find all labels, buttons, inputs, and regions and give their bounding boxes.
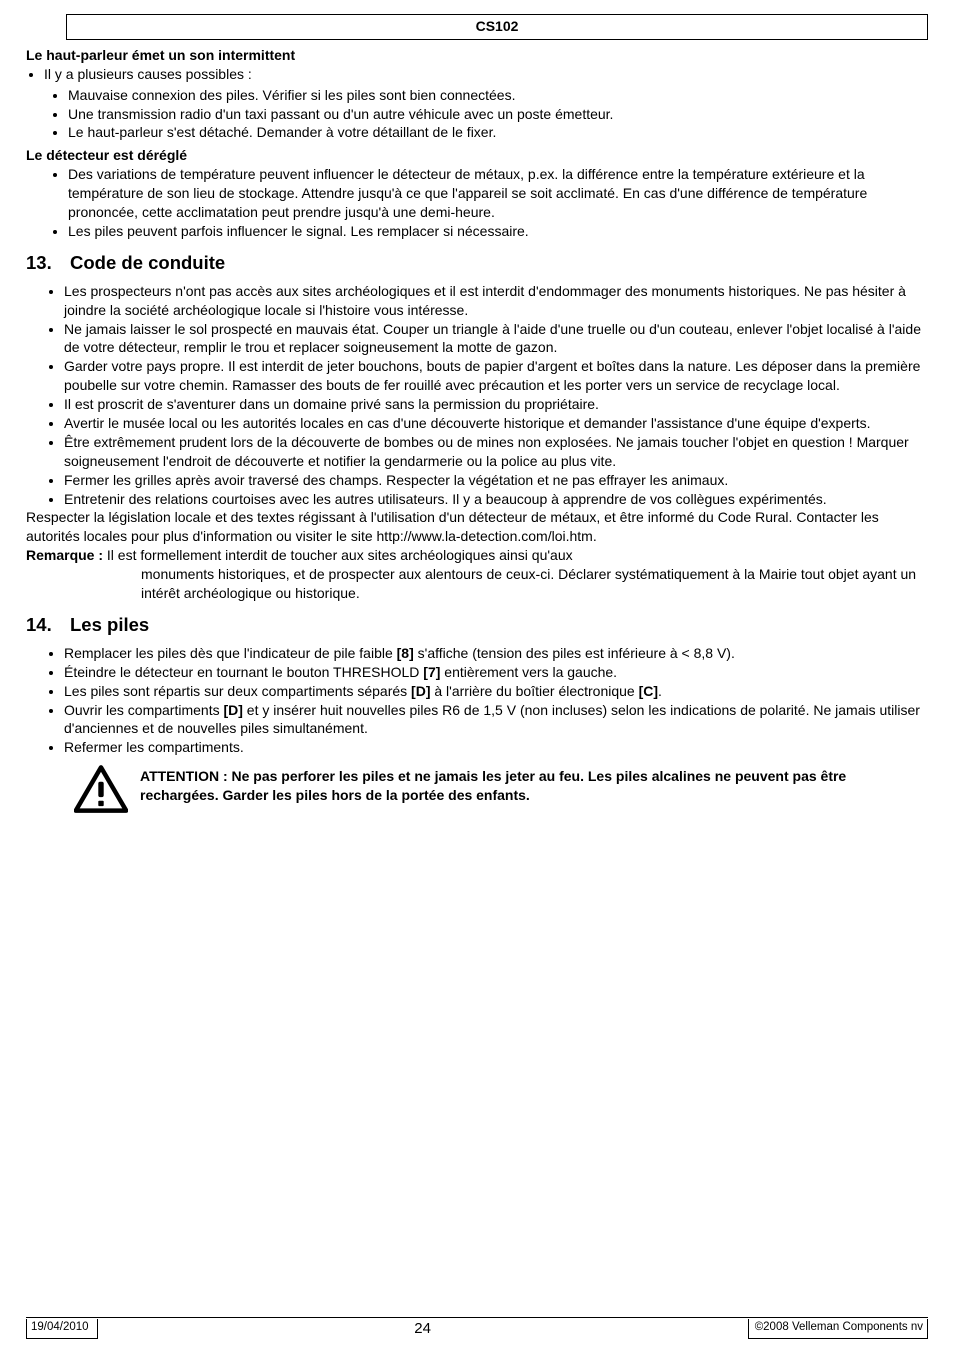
header-code-box: CS102 — [66, 14, 928, 40]
list-item: Refermer les compartiments. — [64, 738, 928, 757]
list-item: Les prospecteurs n'ont pas accès aux sit… — [64, 282, 928, 320]
footer-copyright: ©2008 Velleman Components nv — [748, 1319, 928, 1339]
list-item: Remplacer les piles dès que l'indicateur… — [64, 644, 928, 663]
section-13-remarque: Remarque : Il est formellement interdit … — [26, 546, 928, 603]
section-b-title: Le détecteur est déréglé — [26, 146, 928, 165]
remarque-cont: monuments historiques, et de prospecter … — [26, 565, 928, 603]
footer-page: 24 — [414, 1319, 431, 1339]
section-a-items: Mauvaise connexion des piles. Vérifier s… — [26, 86, 928, 143]
header-code: CS102 — [476, 18, 519, 34]
list-item: Fermer les grilles après avoir traversé … — [64, 471, 928, 490]
warning-text: ATTENTION : Ne pas perforer les piles et… — [140, 765, 928, 805]
remarque-first: Il est formellement interdit de toucher … — [103, 547, 573, 563]
list-item: Mauvaise connexion des piles. Vérifier s… — [68, 86, 928, 105]
list-item: Garder votre pays propre. Il est interdi… — [64, 357, 928, 395]
list-item: Des variations de température peuvent in… — [68, 165, 928, 222]
section-13-num: 13. — [26, 251, 70, 276]
section-13-items: Les prospecteurs n'ont pas accès aux sit… — [26, 282, 928, 509]
page-footer: 19/04/2010 24 ©2008 Velleman Components … — [26, 1317, 928, 1339]
section-13-title: Code de conduite — [70, 252, 225, 273]
section-13-para: Respecter la législation locale et des t… — [26, 508, 928, 546]
section-14-num: 14. — [26, 613, 70, 638]
section-14-items: Remplacer les piles dès que l'indicateur… — [26, 644, 928, 757]
list-item: Avertir le musée local ou les autorités … — [64, 414, 928, 433]
section-14-title: Les piles — [70, 614, 149, 635]
footer-date: 19/04/2010 — [26, 1319, 98, 1339]
list-item: Entretenir des relations courtoises avec… — [64, 490, 928, 509]
list-item: Il est proscrit de s'aventurer dans un d… — [64, 395, 928, 414]
remarque-label: Remarque : — [26, 547, 103, 563]
section-b-items: Des variations de température peuvent in… — [26, 165, 928, 241]
section-a-title: Le haut-parleur émet un son intermittent — [26, 46, 928, 65]
list-item: Les piles peuvent parfois influencer le … — [68, 222, 928, 241]
section-14-heading: 14.Les piles — [26, 613, 928, 638]
section-a-lead-list: Il y a plusieurs causes possibles : — [26, 65, 928, 84]
list-item: Éteindre le détecteur en tournant le bou… — [64, 663, 928, 682]
warning-block: ATTENTION : Ne pas perforer les piles et… — [26, 765, 928, 813]
list-item: Être extrêmement prudent lors de la déco… — [64, 433, 928, 471]
list-item: Les piles sont répartis sur deux compart… — [64, 682, 928, 701]
section-13-heading: 13.Code de conduite — [26, 251, 928, 276]
list-item: Une transmission radio d'un taxi passant… — [68, 105, 928, 124]
section-a-lead: Il y a plusieurs causes possibles : — [44, 65, 928, 84]
list-item: Le haut-parleur s'est détaché. Demander … — [68, 123, 928, 142]
warning-triangle-icon — [74, 765, 128, 813]
list-item: Ouvrir les compartiments [D] et y insére… — [64, 701, 928, 739]
list-item: Ne jamais laisser le sol prospecté en ma… — [64, 320, 928, 358]
